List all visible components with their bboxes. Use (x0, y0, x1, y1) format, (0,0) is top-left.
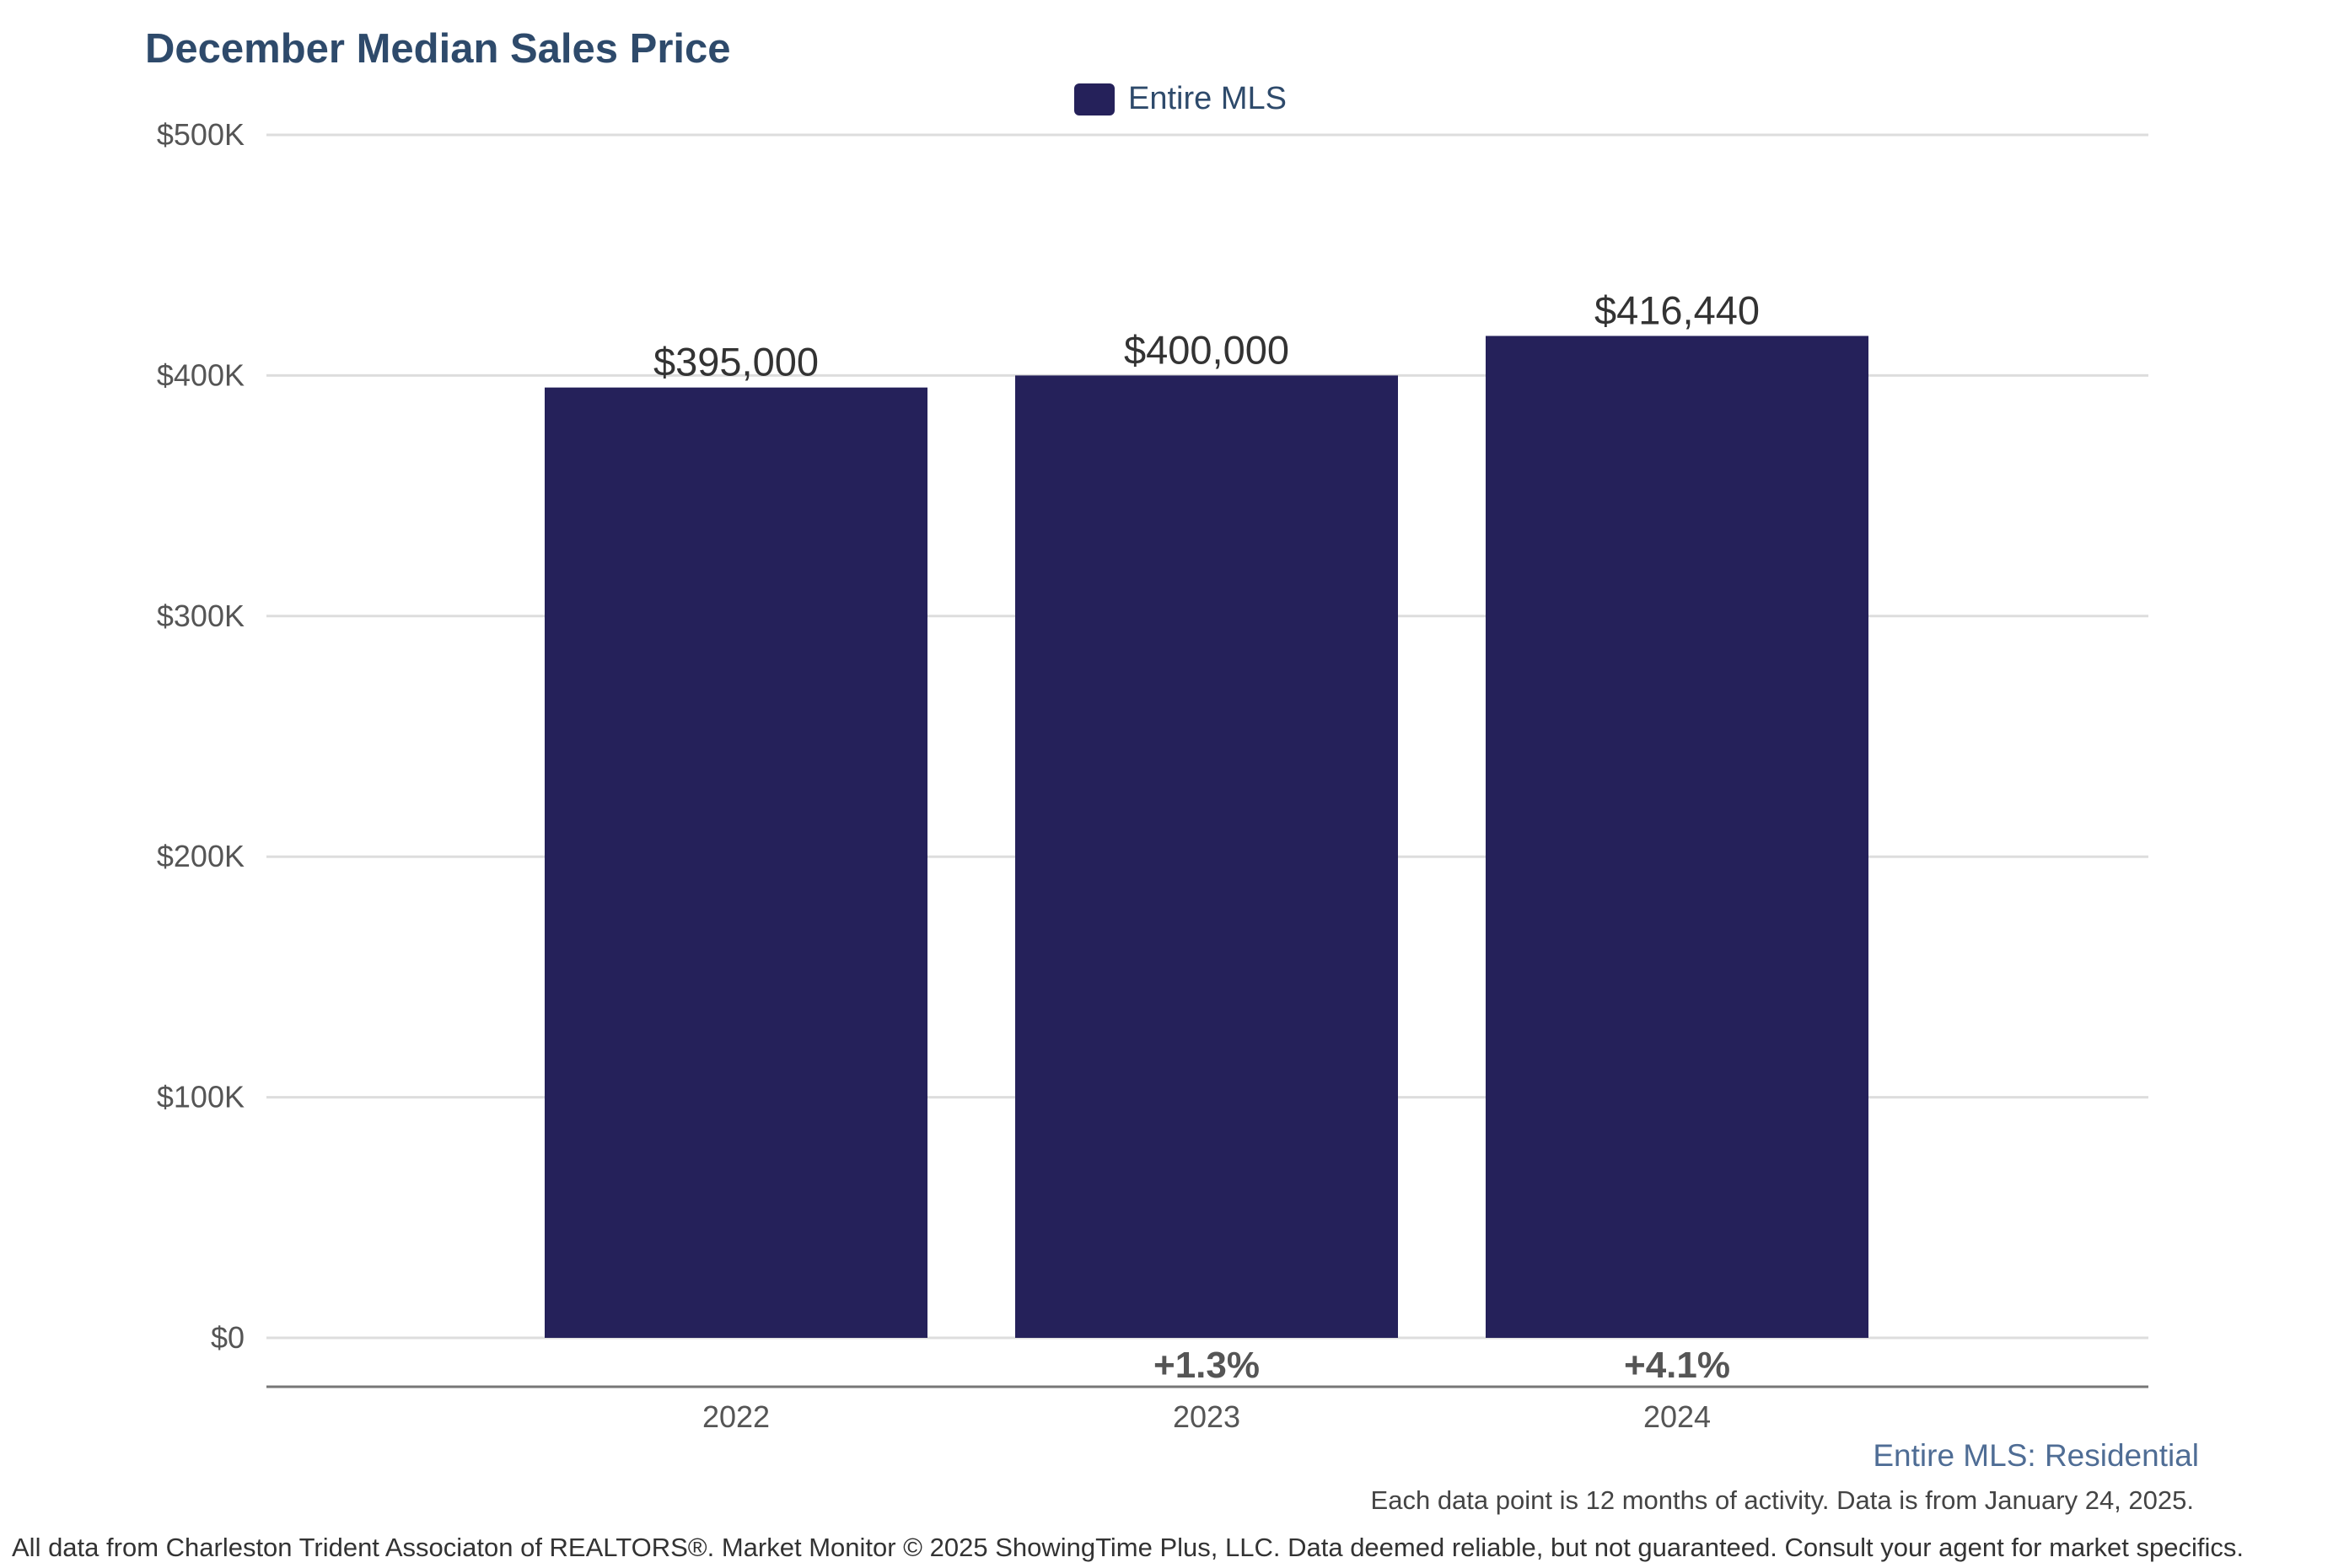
chart-subtitle: Entire MLS: Residential (1873, 1438, 2199, 1473)
bar-value-label: $416,440 (1594, 287, 1760, 332)
bar-value-label: $395,000 (653, 340, 819, 384)
bar-value-label: $400,000 (1124, 327, 1289, 372)
y-axis-ticks: $0 $100K $200K $300K $400K $500K (157, 117, 245, 1355)
legend-swatch (1074, 83, 1115, 115)
y-tick-label: $300K (157, 599, 245, 633)
bar-chart: $0 $100K $200K $300K $400K $500K $395,000 $400… (157, 117, 2148, 1433)
percent-change-label: +4.1% (1624, 1345, 1730, 1386)
x-axis: 2022 2023 2024 (266, 1385, 2148, 1433)
y-tick-label: $100K (157, 1080, 245, 1114)
bars (545, 336, 1868, 1339)
y-tick-label: $500K (157, 117, 245, 152)
y-tick-label: $200K (157, 839, 245, 873)
data-note: Each data point is 12 months of activity… (1370, 1485, 2194, 1515)
x-tick-label: 2023 (1173, 1399, 1240, 1433)
chart-title: December Median Sales Price (145, 26, 731, 72)
percent-change-label: +1.3% (1153, 1345, 1260, 1386)
data-labels: $395,000 $400,000 +1.3% $416,440 +4.1% (653, 287, 1760, 1386)
bar (545, 387, 927, 1338)
y-tick-label: $400K (157, 357, 245, 392)
x-tick-label: 2024 (1643, 1399, 1711, 1433)
footer-disclaimer: All data from Charleston Trident Associa… (12, 1533, 2244, 1562)
bar (1015, 375, 1398, 1338)
legend: Entire MLS (1074, 81, 1287, 117)
bar (1486, 336, 1868, 1339)
legend-label: Entire MLS (1128, 81, 1287, 116)
x-tick-label: 2022 (702, 1399, 770, 1433)
y-tick-label: $0 (211, 1320, 245, 1355)
